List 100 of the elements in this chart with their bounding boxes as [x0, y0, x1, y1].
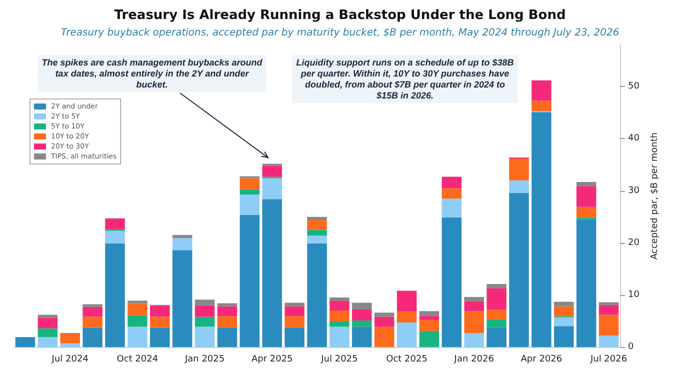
bar	[330, 300, 350, 311]
bar	[396, 290, 417, 312]
bar	[554, 326, 574, 347]
bar	[554, 317, 574, 326]
bar	[554, 302, 574, 306]
y-tick-label: 10	[628, 290, 640, 300]
bar	[374, 312, 394, 317]
annotation: Liquidity support runs on a schedule of up to $38B per quarter. Within it, 10Y to 30Y purchases have doubled, from about $7B per quarter in 2024 to $15B in 2026.	[296, 58, 514, 100]
bar	[509, 180, 529, 193]
bar	[284, 327, 304, 347]
bar	[464, 301, 484, 312]
bar	[172, 235, 192, 238]
bar	[419, 320, 440, 331]
bar	[262, 178, 282, 200]
x-tick-label: Jul 2025	[320, 354, 358, 364]
bar	[128, 304, 148, 316]
bar	[532, 112, 552, 347]
bar	[105, 218, 125, 230]
bar	[352, 310, 372, 320]
chart-title: Treasury Is Already Running a Backstop Under the Long Bond	[114, 8, 566, 23]
bar	[217, 306, 238, 316]
bar	[38, 314, 58, 318]
bar	[419, 311, 440, 316]
bar	[532, 80, 552, 101]
bar	[576, 186, 596, 207]
bar	[307, 230, 327, 236]
y-tick-label: 40	[628, 134, 640, 144]
y-tick-label: 20	[628, 238, 640, 248]
bar	[82, 328, 102, 347]
bar	[240, 178, 260, 190]
x-tick-label: Jan 2025	[184, 354, 225, 364]
bar	[352, 302, 372, 310]
bar	[217, 327, 238, 347]
bar	[598, 302, 619, 305]
bar	[486, 284, 506, 288]
bar	[486, 319, 506, 328]
bar	[240, 194, 260, 215]
bar	[442, 176, 462, 188]
bar	[240, 214, 260, 347]
x-tick-label: Jul 2026	[589, 354, 628, 364]
bar	[554, 306, 574, 316]
bar	[486, 327, 506, 347]
bar	[82, 306, 102, 317]
bar	[330, 321, 350, 327]
bar	[194, 326, 215, 347]
bar	[352, 326, 372, 347]
bar	[576, 219, 596, 347]
bar	[486, 288, 506, 310]
y-tick-label: 30	[628, 186, 640, 196]
bar	[532, 100, 552, 112]
bar	[442, 188, 462, 199]
bar	[82, 304, 102, 307]
bar	[374, 326, 394, 347]
bar	[105, 243, 125, 347]
bar	[598, 314, 619, 336]
bar	[128, 300, 148, 304]
bar	[330, 326, 350, 347]
bar	[262, 199, 282, 347]
bar	[330, 310, 350, 322]
bar	[194, 316, 215, 327]
bar	[284, 316, 304, 328]
bar	[352, 320, 372, 327]
annotation: The spikes are cash management buybacks around tax dates, almost entirely in the 2Y and under bucket.	[42, 58, 263, 90]
bar	[172, 250, 192, 347]
bar	[486, 310, 506, 320]
bar	[194, 300, 215, 306]
bar	[396, 312, 417, 323]
bar	[396, 322, 417, 347]
bar	[38, 337, 58, 347]
bar	[60, 343, 80, 347]
x-tick-label: Apr 2026	[520, 354, 562, 364]
bar	[82, 316, 102, 328]
bar	[598, 336, 619, 347]
bar	[598, 304, 619, 315]
y-tick-label: 50	[628, 82, 640, 92]
bar	[262, 166, 282, 177]
bar	[576, 182, 596, 186]
y-tick-label: 0	[628, 342, 634, 352]
x-tick-label: Oct 2024	[116, 354, 158, 364]
bar	[150, 328, 170, 347]
bar	[60, 333, 80, 344]
bar	[307, 216, 327, 220]
bar	[307, 220, 327, 230]
bar	[509, 158, 529, 180]
y-axis-title: Accepted par, $B per month	[650, 132, 660, 260]
bar	[330, 298, 350, 301]
bar	[150, 305, 170, 317]
bar	[240, 189, 260, 194]
bar	[509, 192, 529, 347]
bar	[217, 303, 238, 306]
bar	[128, 326, 148, 347]
x-tick-label: Oct 2025	[386, 354, 428, 364]
x-tick-label: Jul 2024	[50, 354, 89, 364]
x-tick-label: Jan 2026	[453, 354, 494, 364]
bar	[38, 328, 58, 338]
bar	[374, 316, 394, 327]
bar	[38, 318, 58, 328]
bar	[442, 198, 462, 218]
bar	[172, 238, 192, 250]
bar	[284, 302, 304, 306]
